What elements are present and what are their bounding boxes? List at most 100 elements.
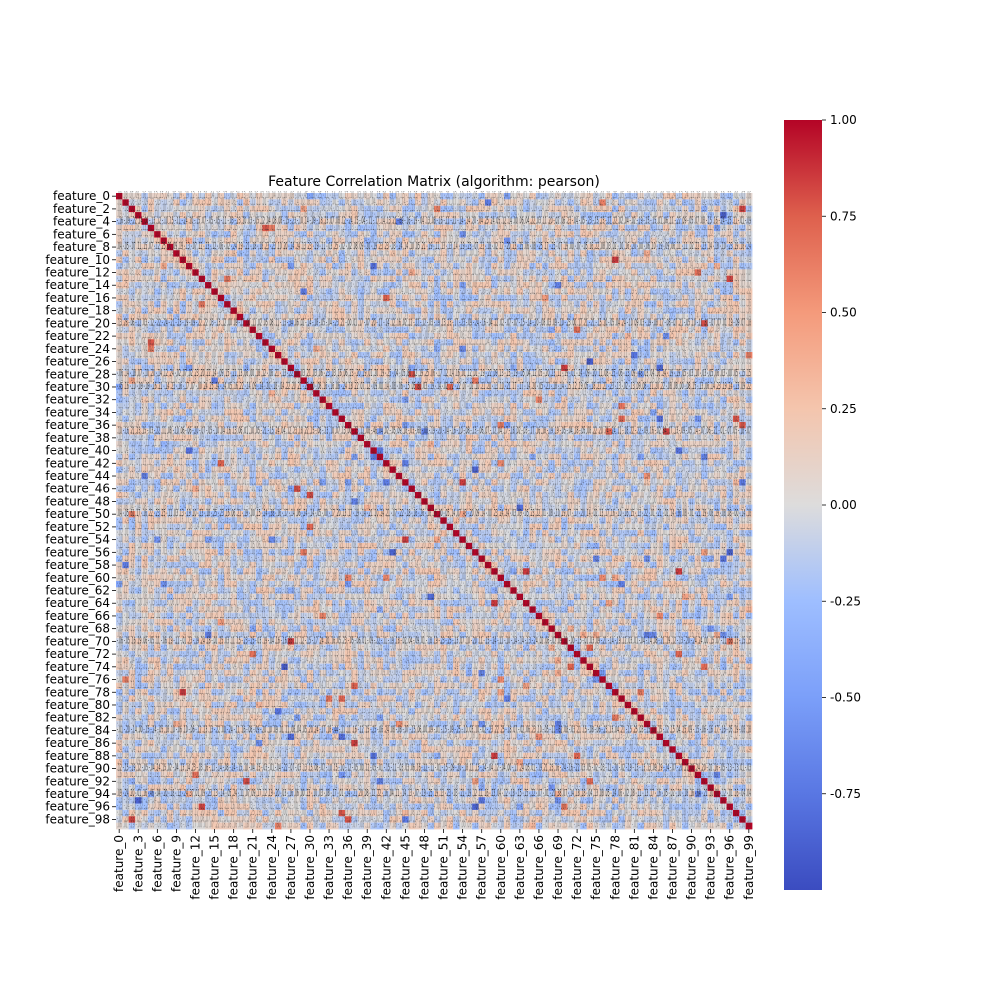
heatmap-cell bbox=[510, 224, 518, 232]
heatmap-cell bbox=[294, 307, 301, 315]
heatmap-cell bbox=[701, 275, 708, 283]
heatmap-cell bbox=[262, 313, 270, 321]
heatmap-cell bbox=[523, 199, 530, 207]
heatmap-cell bbox=[185, 313, 193, 321]
heatmap-cell bbox=[160, 288, 168, 296]
heatmap-cell bbox=[275, 205, 282, 213]
heatmap-cell bbox=[453, 320, 460, 327]
heatmap-cell bbox=[128, 193, 136, 200]
heatmap-cell bbox=[230, 262, 238, 270]
heatmap-cell bbox=[694, 294, 702, 302]
heatmap-cell bbox=[116, 345, 123, 353]
heatmap-cell bbox=[465, 288, 473, 296]
heatmap-cell bbox=[694, 275, 702, 283]
heatmap-cell bbox=[173, 307, 180, 315]
heatmap-cell bbox=[510, 193, 518, 200]
heatmap-cell bbox=[612, 250, 619, 257]
heatmap-cell bbox=[580, 269, 588, 277]
heatmap-cell bbox=[434, 205, 441, 213]
heatmap-cell bbox=[300, 313, 308, 321]
heatmap-cell bbox=[255, 345, 263, 353]
heatmap-cell bbox=[650, 288, 657, 296]
heatmap-cell bbox=[408, 326, 416, 334]
heatmap-cell bbox=[300, 218, 308, 226]
heatmap-cell bbox=[586, 294, 594, 302]
heatmap-cell bbox=[364, 301, 371, 308]
heatmap-cell bbox=[650, 313, 657, 321]
heatmap-cell bbox=[383, 224, 390, 232]
heatmap-cell bbox=[529, 288, 537, 296]
heatmap-cell bbox=[370, 320, 378, 327]
heatmap-cell bbox=[593, 231, 600, 238]
heatmap-cell bbox=[141, 332, 149, 340]
heatmap-cell bbox=[713, 326, 721, 334]
heatmap-cell bbox=[268, 205, 276, 213]
heatmap-cell bbox=[535, 269, 543, 277]
heatmap-cell bbox=[631, 237, 638, 245]
heatmap-cell bbox=[211, 345, 219, 353]
heatmap-cell bbox=[325, 339, 333, 347]
heatmap-cell bbox=[421, 237, 429, 245]
heatmap-cell bbox=[472, 193, 479, 200]
heatmap-cell bbox=[338, 256, 346, 264]
heatmap-cell bbox=[395, 231, 403, 238]
heatmap-cell bbox=[287, 205, 295, 213]
heatmap-cell bbox=[408, 294, 416, 302]
heatmap-cell bbox=[414, 231, 422, 238]
heatmap-cell bbox=[593, 275, 600, 283]
heatmap-cell bbox=[612, 237, 619, 245]
heatmap-cell bbox=[414, 269, 422, 277]
heatmap-cell bbox=[160, 339, 168, 347]
heatmap-cell bbox=[453, 301, 460, 308]
heatmap-cell bbox=[510, 237, 518, 245]
heatmap-cell bbox=[179, 313, 187, 321]
heatmap-cell bbox=[586, 250, 594, 257]
heatmap-cell bbox=[192, 345, 200, 353]
heatmap-cell bbox=[669, 262, 677, 270]
heatmap-cell bbox=[599, 307, 607, 315]
heatmap-cell bbox=[287, 218, 295, 226]
heatmap-cell bbox=[643, 320, 651, 327]
heatmap-cell bbox=[211, 301, 219, 308]
heatmap-cell bbox=[116, 212, 123, 219]
heatmap-cell bbox=[135, 262, 142, 270]
heatmap-cell bbox=[726, 294, 734, 302]
heatmap-cell bbox=[484, 243, 492, 251]
heatmap-cell bbox=[198, 256, 206, 264]
heatmap-cell bbox=[637, 339, 645, 347]
heatmap-cell bbox=[166, 224, 174, 232]
heatmap-cell bbox=[548, 275, 556, 283]
heatmap-cell bbox=[325, 212, 333, 219]
heatmap-cell bbox=[255, 199, 263, 207]
heatmap-cell bbox=[612, 320, 619, 327]
heatmap-cell bbox=[567, 288, 575, 296]
heatmap-cell bbox=[344, 345, 352, 353]
heatmap-cell bbox=[459, 301, 467, 308]
heatmap-cell bbox=[389, 237, 397, 245]
heatmap-cell bbox=[364, 224, 371, 232]
heatmap-cell bbox=[135, 345, 142, 353]
heatmap-cell bbox=[624, 237, 632, 245]
heatmap-cell bbox=[319, 262, 327, 270]
heatmap-cell bbox=[255, 212, 263, 219]
heatmap-cell bbox=[713, 231, 721, 238]
heatmap-cell bbox=[732, 237, 740, 245]
heatmap-cell bbox=[332, 224, 339, 232]
heatmap-cell bbox=[364, 288, 371, 296]
heatmap-cell bbox=[739, 307, 747, 315]
heatmap-cell bbox=[364, 199, 371, 207]
heatmap-cell bbox=[516, 218, 524, 226]
heatmap-cell bbox=[650, 224, 657, 232]
heatmap-cell bbox=[643, 237, 651, 245]
heatmap-cell bbox=[503, 294, 511, 302]
heatmap-cell bbox=[332, 326, 339, 334]
heatmap-cell bbox=[580, 256, 588, 264]
heatmap-cell bbox=[147, 243, 155, 251]
heatmap-cell bbox=[224, 205, 231, 213]
heatmap-cell bbox=[402, 307, 409, 315]
heatmap-cell bbox=[726, 269, 734, 277]
heatmap-cell bbox=[287, 199, 295, 207]
heatmap-cell bbox=[166, 326, 174, 334]
heatmap-cell bbox=[573, 288, 581, 296]
heatmap-cell bbox=[211, 269, 219, 277]
